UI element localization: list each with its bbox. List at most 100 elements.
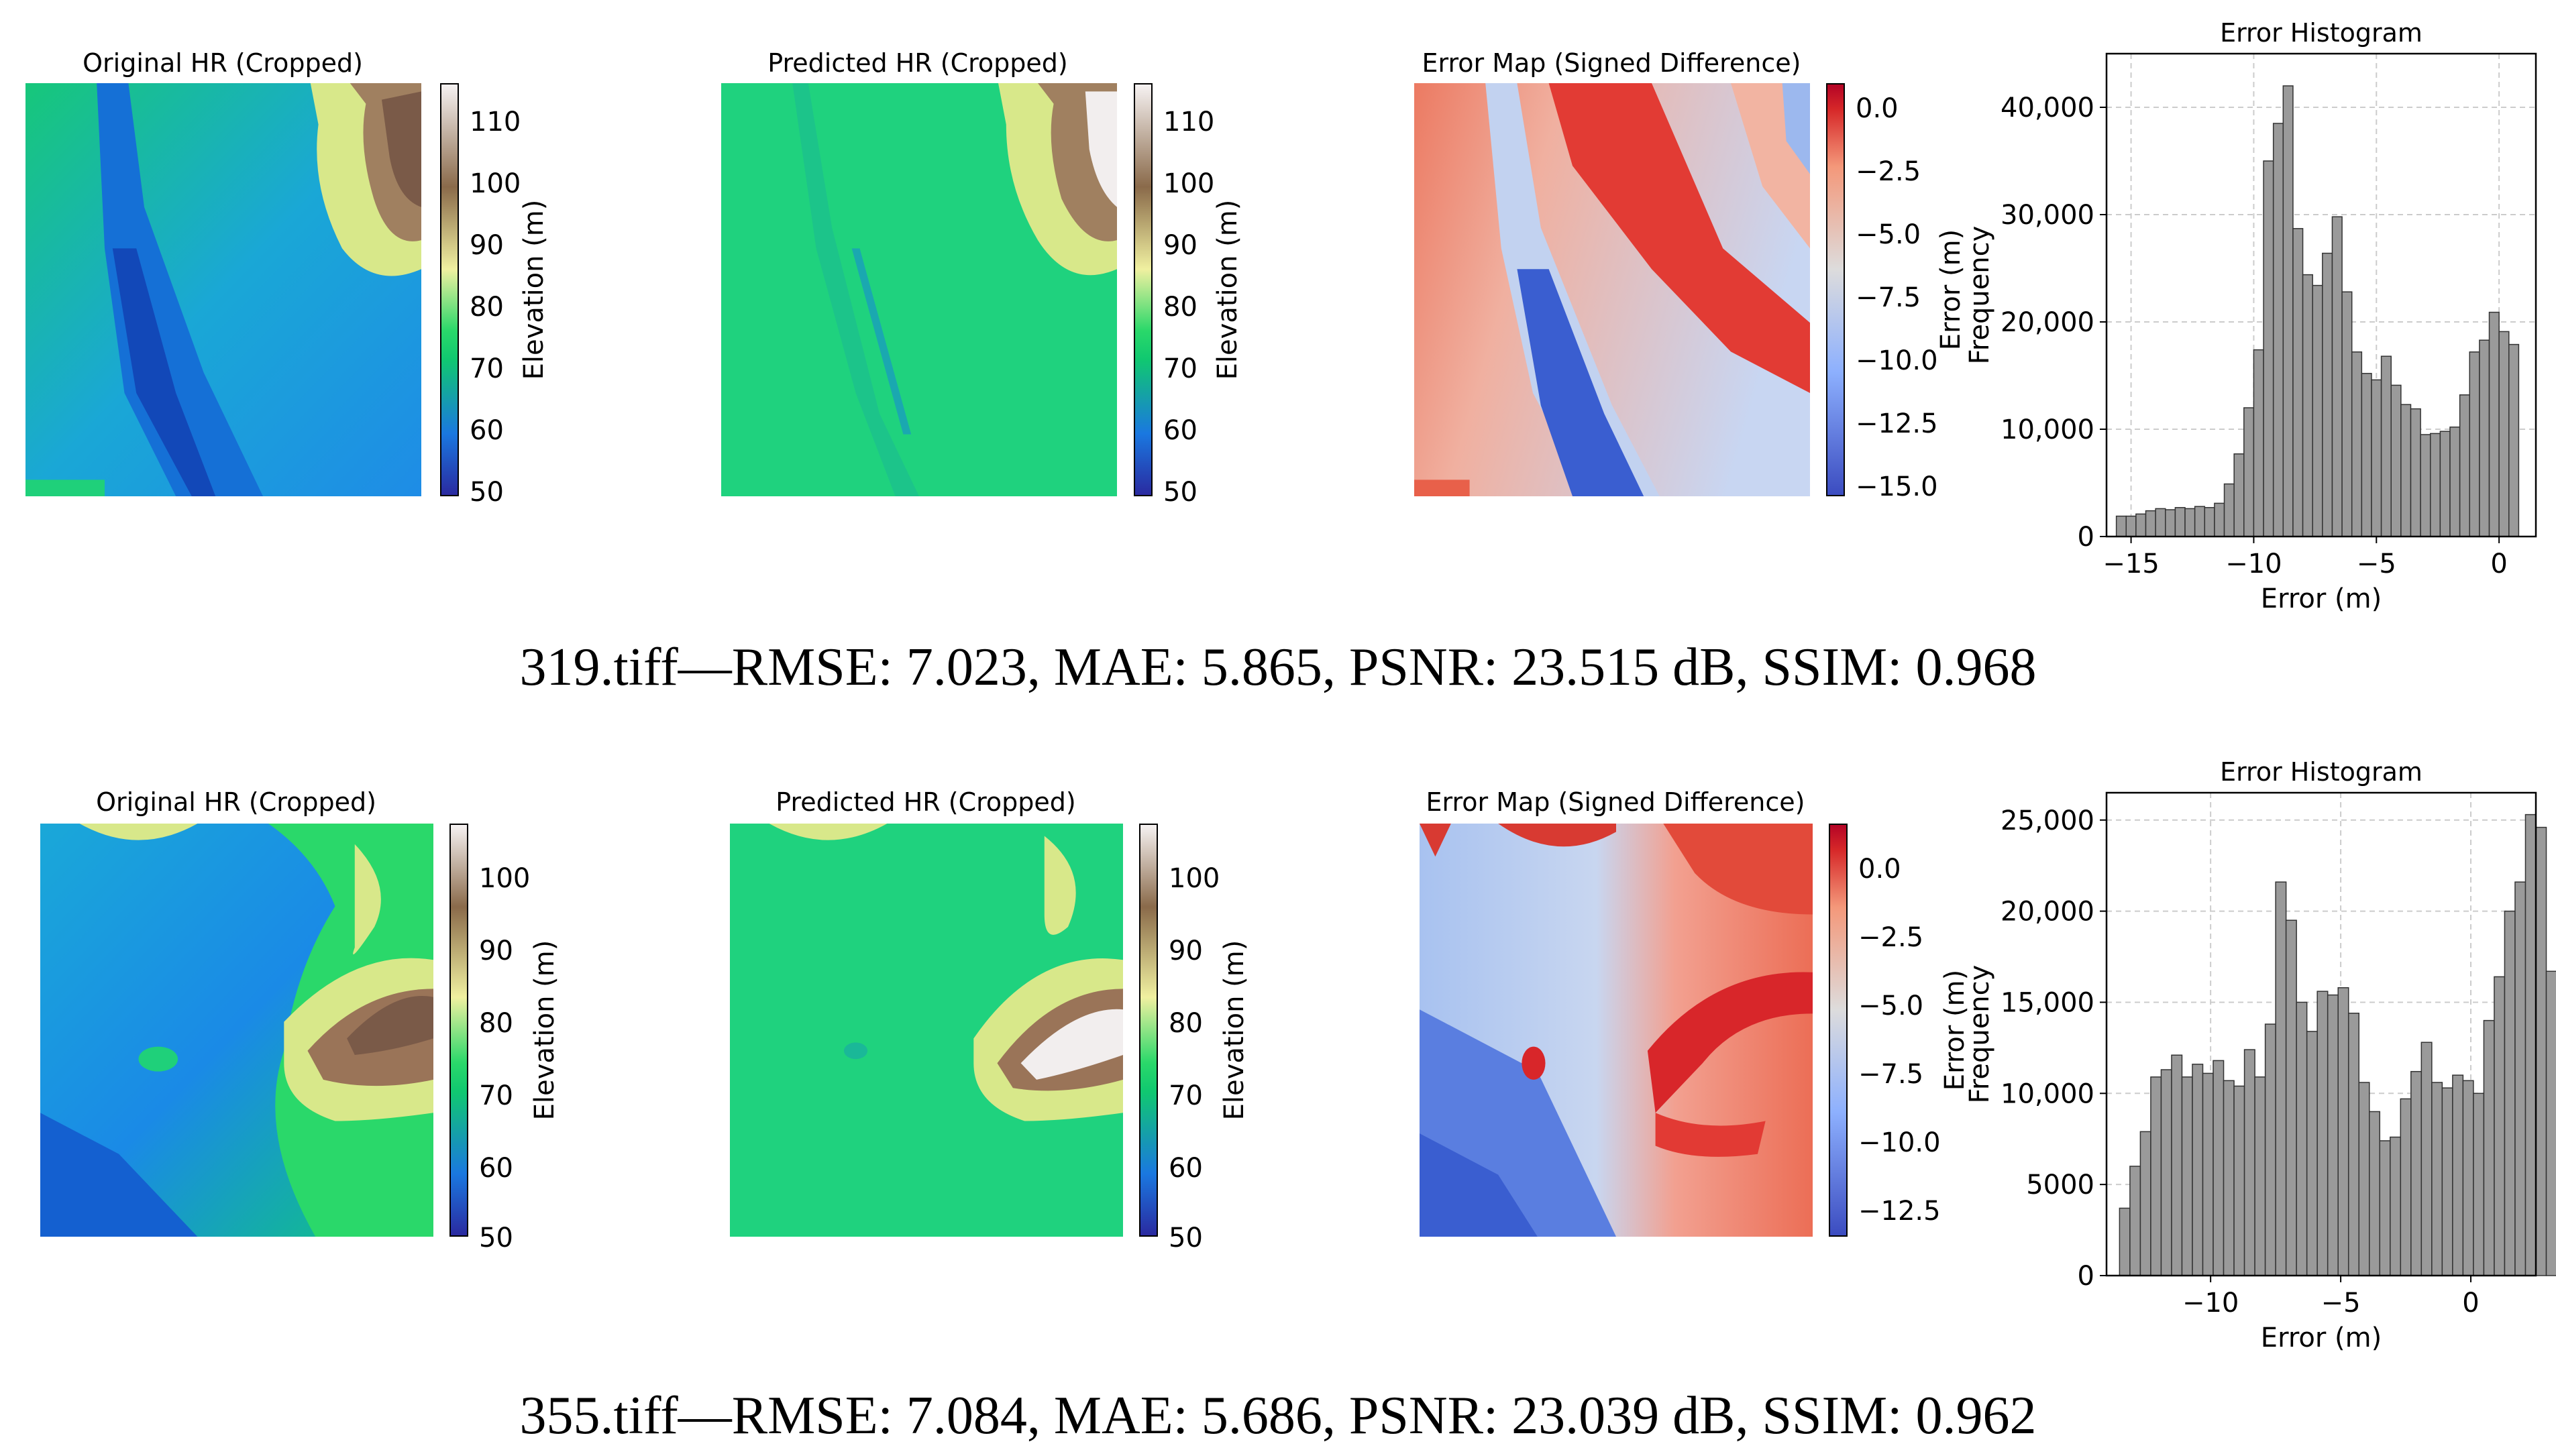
histogram-bar (2369, 1111, 2381, 1276)
histogram-bar (2145, 510, 2156, 537)
histogram-bar (2223, 483, 2235, 537)
histogram-bar (2545, 970, 2556, 1276)
histogram-bar (2194, 506, 2206, 537)
colorbar-label-original: Elevation (m) (519, 199, 549, 380)
colorbar-tick: 70 (1163, 353, 1197, 384)
histogram-bar (2535, 826, 2547, 1276)
colorbar-tick: 110 (1163, 107, 1215, 137)
colorbar-tick: −12.5 (1856, 408, 1938, 439)
histogram-bar (2452, 1074, 2464, 1276)
histogram-bar (2233, 453, 2245, 537)
y-tick-label: 10,000 (2001, 1078, 2094, 1109)
colorbar-elevation-original (449, 824, 468, 1237)
histogram-bar (2441, 1087, 2453, 1276)
plot-frame (2105, 52, 2537, 538)
histogram-title: Error Histogram (2220, 757, 2422, 787)
histogram-bar (2302, 274, 2313, 537)
colorbar-tick: 100 (470, 168, 521, 199)
histogram-bar (2431, 1082, 2443, 1276)
error-map (1414, 83, 1810, 496)
colorbar-tick: −15.0 (1856, 471, 1938, 502)
colorbar-tick: −10.0 (1858, 1127, 1941, 1158)
histogram-bar (2410, 408, 2421, 537)
histogram-bar (2379, 1140, 2391, 1276)
histogram-bar (2449, 427, 2461, 537)
histogram-bar (2174, 507, 2186, 537)
histogram-bar (2282, 85, 2294, 537)
colorbar-tick: 50 (470, 477, 504, 508)
elevation-map-predicted (730, 824, 1123, 1237)
panel-title-error-map: Error Map (Signed Difference) (1422, 48, 1801, 78)
histogram-bar (2322, 252, 2333, 537)
colorbar-tick: 70 (1169, 1080, 1203, 1111)
colorbar-tick: 90 (1163, 230, 1197, 261)
histogram-bar (2429, 433, 2441, 537)
histogram-bar (2439, 431, 2451, 537)
histogram-bar (2119, 1207, 2131, 1276)
y-tick-label: 40,000 (2001, 93, 2094, 123)
histogram-bar (2254, 1076, 2266, 1276)
histogram-bar (2504, 910, 2516, 1276)
x-tick-label: −10 (2182, 1288, 2239, 1319)
panel-title-predicted: Predicted HR (Cropped) (767, 48, 1068, 78)
y-tick-label: 25,000 (2001, 805, 2094, 836)
histogram-bar (2479, 339, 2490, 537)
histogram-bar (2524, 814, 2537, 1276)
histogram-bar (2462, 1080, 2474, 1276)
x-tick-label: 0 (2462, 1288, 2479, 1319)
colorbar-error (1826, 83, 1845, 496)
histogram-bar (2514, 881, 2526, 1276)
histogram-bar (2204, 507, 2215, 537)
histogram-bar (2192, 1064, 2204, 1276)
histogram-bar (2488, 311, 2500, 537)
x-tick-label: −10 (2225, 549, 2282, 579)
histogram-bar (2181, 1076, 2193, 1276)
histogram-bar (2214, 502, 2225, 537)
histogram-bar (2498, 331, 2510, 537)
x-axis-label: Error (m) (2261, 1323, 2382, 1353)
histogram-bar (2160, 1069, 2172, 1276)
colorbar-tick: 70 (470, 353, 504, 384)
histogram-bar (2337, 987, 2349, 1276)
colorbar-tick: −10.0 (1856, 345, 1938, 376)
colorbar-tick: 50 (1169, 1223, 1203, 1253)
colorbar-label-predicted: Elevation (m) (1219, 940, 1250, 1121)
colorbar-tick: 100 (1163, 168, 1215, 199)
histogram-bar (2361, 373, 2372, 537)
colorbar-error (1829, 824, 1848, 1237)
colorbar-tick: −12.5 (1858, 1196, 1941, 1227)
y-axis-label: Frequency (1964, 965, 1995, 1104)
histogram-bar (2263, 160, 2274, 537)
row-1-caption: 319.tiff—RMSE: 7.023, MAE: 5.865, PSNR: … (519, 638, 2037, 697)
histogram-bar (2243, 407, 2255, 537)
histogram-bar (2341, 291, 2353, 537)
histogram-bar (2380, 355, 2392, 537)
colorbar-tick: 60 (1163, 415, 1197, 446)
y-tick-label: 30,000 (2001, 200, 2094, 231)
histogram-bar (2306, 1031, 2318, 1276)
colorbar-tick: 80 (479, 1008, 513, 1039)
x-tick-label: −15 (2102, 549, 2159, 579)
colorbar-tick: 100 (479, 863, 531, 894)
colorbar-tick: −5.0 (1856, 219, 1921, 250)
colorbar-elevation-original (440, 83, 459, 496)
histogram-bar (2135, 513, 2147, 537)
histogram-bar (2155, 508, 2166, 537)
colorbar-tick: −7.5 (1856, 282, 1921, 313)
colorbar-elevation-predicted (1139, 824, 1158, 1237)
histogram-bar (2420, 434, 2431, 537)
histogram-bar (2202, 1072, 2214, 1276)
histogram-bar (2469, 351, 2480, 537)
histogram-bar (2410, 1070, 2422, 1276)
error-histogram-1: 0 10,000 20,000 30,000 40,000 −15 −10 −5 0 Error … (1964, 18, 2537, 614)
histogram-bar (2400, 1098, 2412, 1276)
colorbar-label-predicted: Elevation (m) (1212, 199, 1243, 380)
histogram-bar (2272, 123, 2284, 537)
colorbar-tick: −2.5 (1858, 922, 1924, 953)
y-tick-label: 20,000 (2001, 307, 2094, 338)
colorbar-tick: −2.5 (1856, 156, 1921, 187)
panel-title-error-map: Error Map (Signed Difference) (1426, 787, 1805, 817)
elevation-map-original (40, 824, 433, 1237)
histogram-bar (2351, 351, 2363, 537)
x-tick-label: −5 (2357, 549, 2396, 579)
